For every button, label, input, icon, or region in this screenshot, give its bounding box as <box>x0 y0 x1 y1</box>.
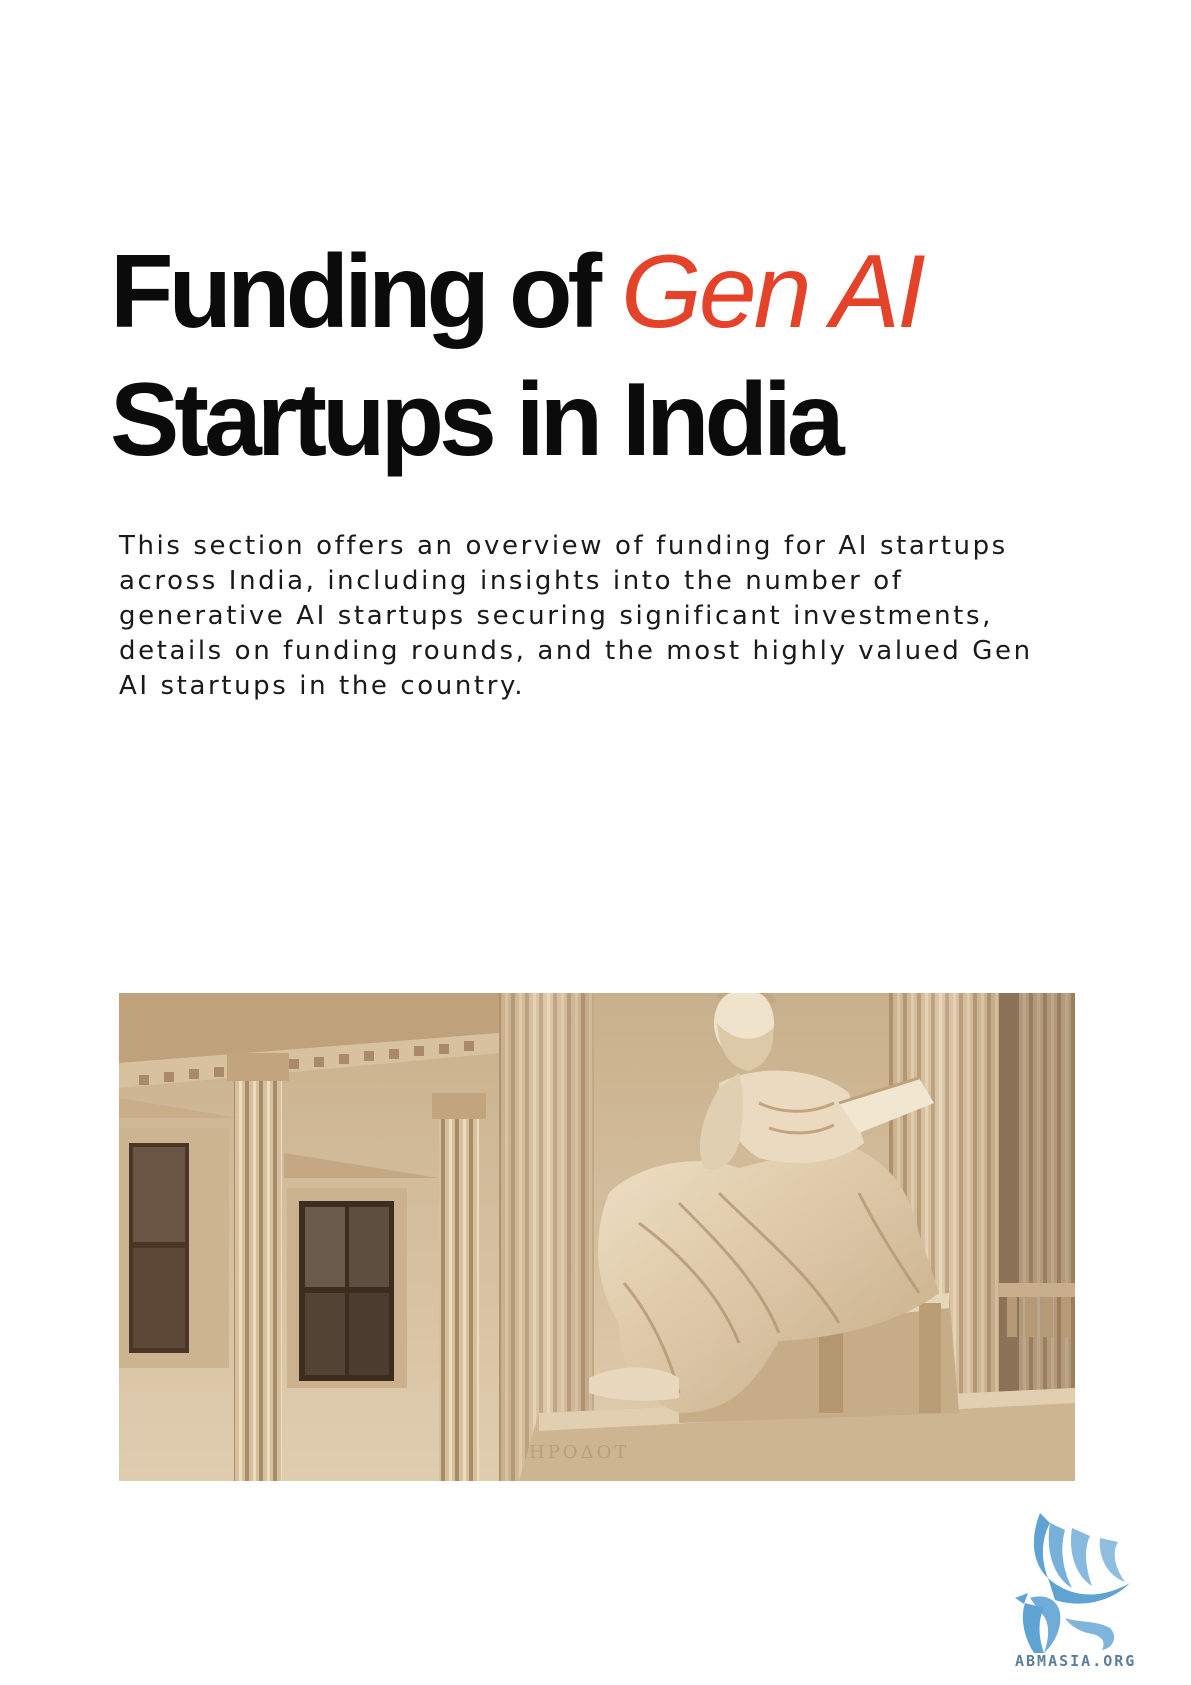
griffin-logo-icon <box>1015 1513 1130 1653</box>
page-title: Funding of Gen AI Startups in India <box>110 228 926 484</box>
logo-text: ABMASIA.ORG <box>1015 1652 1137 1670</box>
statue-illustration: ΗΡΟΔΟΤ <box>119 993 1075 1481</box>
intro-paragraph: This section offers an overview of fundi… <box>119 531 1033 701</box>
title-accent: Gen AI <box>621 234 926 350</box>
title-part-2: Startups in India <box>110 362 845 478</box>
title-part-1: Funding of <box>110 234 622 350</box>
hero-image: ΗΡΟΔΟΤ <box>119 993 1075 1481</box>
svg-text:ΗΡΟΔΟΤ: ΗΡΟΔΟΤ <box>529 1442 629 1463</box>
